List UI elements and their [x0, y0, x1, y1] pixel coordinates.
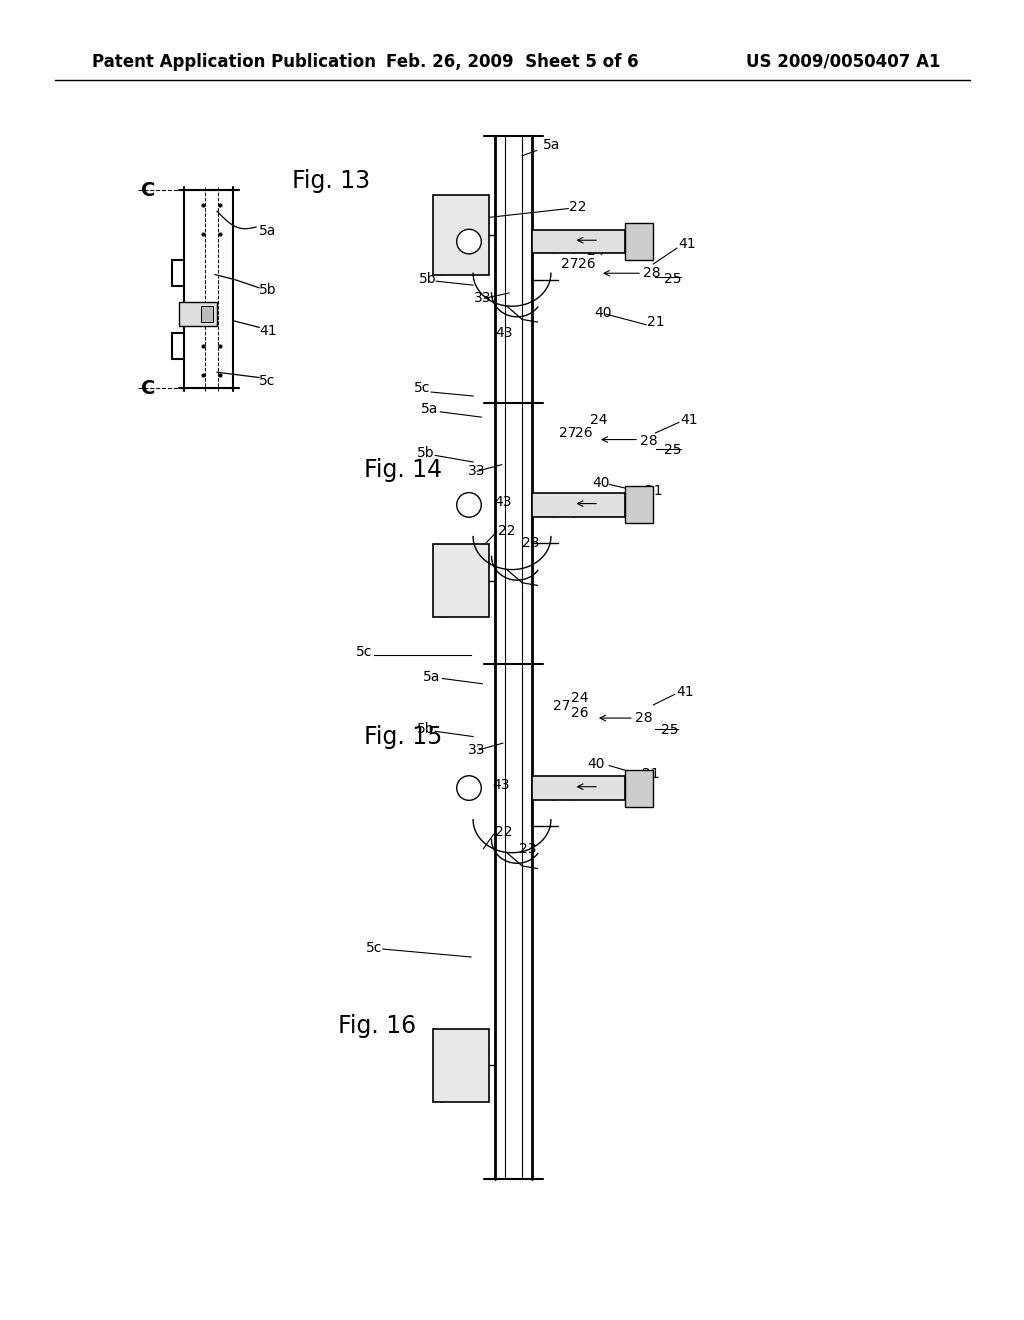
Text: 28: 28: [643, 267, 660, 280]
Circle shape: [457, 492, 481, 517]
Text: 22: 22: [498, 524, 515, 537]
Text: 5a: 5a: [259, 224, 276, 238]
Text: 40: 40: [592, 477, 609, 490]
Text: 21: 21: [642, 767, 659, 780]
Text: C: C: [141, 181, 156, 199]
Text: 23: 23: [519, 842, 537, 855]
Text: 5a: 5a: [543, 139, 560, 152]
Circle shape: [457, 230, 481, 253]
Circle shape: [457, 776, 481, 800]
Text: C: C: [141, 379, 156, 397]
Text: 27: 27: [561, 257, 579, 271]
Text: 5b: 5b: [259, 284, 276, 297]
Text: 5b: 5b: [417, 446, 434, 459]
Text: 22: 22: [569, 201, 587, 214]
Bar: [625, 770, 653, 807]
Bar: [532, 230, 625, 253]
Bar: [625, 487, 653, 524]
Text: 41: 41: [678, 238, 695, 251]
Text: Fig. 15: Fig. 15: [364, 725, 442, 748]
Text: 24: 24: [571, 692, 589, 705]
Text: 40: 40: [594, 306, 611, 319]
Text: Fig. 16: Fig. 16: [338, 1014, 416, 1038]
Text: 28: 28: [640, 434, 657, 447]
Text: 21: 21: [647, 315, 665, 329]
Text: 25: 25: [665, 444, 682, 457]
Text: Patent Application Publication: Patent Application Publication: [92, 53, 376, 71]
Text: 41: 41: [676, 685, 693, 698]
Text: Feb. 26, 2009  Sheet 5 of 6: Feb. 26, 2009 Sheet 5 of 6: [386, 53, 638, 71]
Text: 33: 33: [468, 743, 485, 756]
Text: 28: 28: [635, 711, 652, 725]
Text: 21: 21: [645, 484, 663, 498]
Text: 43: 43: [493, 779, 510, 792]
Text: 27: 27: [553, 700, 570, 713]
Text: 5c: 5c: [356, 645, 373, 659]
Text: 5b: 5b: [419, 272, 436, 285]
Bar: [433, 195, 489, 275]
Text: 23: 23: [567, 232, 585, 246]
Text: Fig. 14: Fig. 14: [364, 458, 441, 482]
Bar: [433, 1030, 489, 1101]
Text: 22: 22: [495, 825, 512, 838]
Text: 5a: 5a: [423, 671, 440, 684]
Text: 26: 26: [578, 257, 595, 271]
Bar: [201, 306, 213, 322]
Bar: [625, 223, 653, 260]
Text: 43: 43: [496, 326, 513, 339]
Text: 5c: 5c: [259, 375, 275, 388]
Bar: [179, 302, 217, 326]
Text: US 2009/0050407 A1: US 2009/0050407 A1: [745, 53, 940, 71]
Text: 25: 25: [665, 272, 682, 285]
Text: 40: 40: [588, 758, 605, 771]
Bar: [532, 494, 625, 517]
Bar: [433, 544, 489, 616]
Text: 43: 43: [495, 495, 512, 508]
Text: 41: 41: [259, 325, 276, 338]
Text: 5a: 5a: [421, 403, 438, 416]
Text: 26: 26: [571, 706, 589, 719]
Text: 33: 33: [474, 292, 492, 305]
Text: 24: 24: [590, 413, 607, 426]
Text: 23: 23: [522, 536, 540, 549]
Text: 5b: 5b: [417, 722, 434, 735]
Bar: [532, 776, 625, 800]
Text: 27: 27: [559, 426, 577, 440]
Text: 25: 25: [662, 723, 679, 737]
Text: 24: 24: [587, 244, 604, 257]
Text: 41: 41: [680, 413, 697, 426]
Text: 5c: 5c: [366, 941, 382, 954]
Text: 33: 33: [468, 465, 485, 478]
Text: 26: 26: [575, 426, 593, 440]
Text: 5c: 5c: [414, 381, 430, 395]
Text: Fig. 13: Fig. 13: [292, 169, 370, 193]
